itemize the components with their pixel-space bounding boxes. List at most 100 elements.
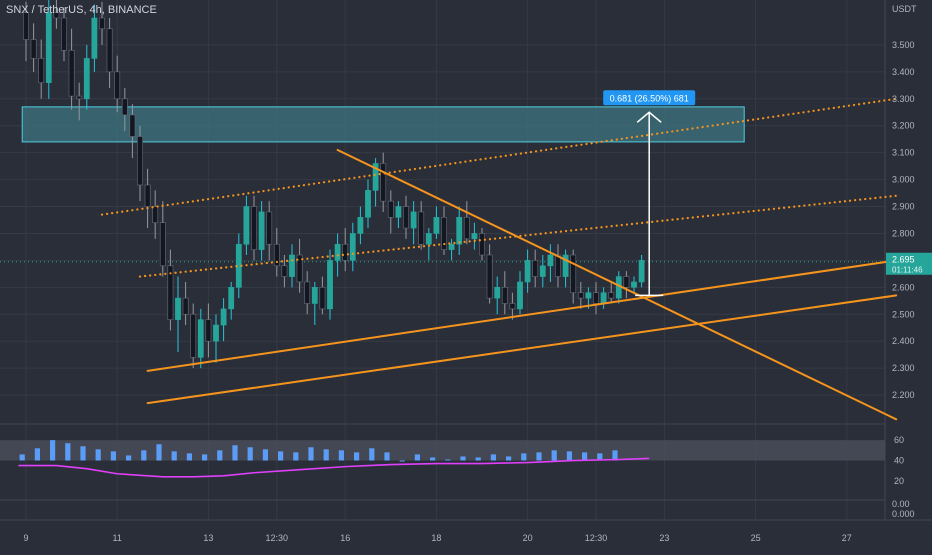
time-tick-label: 12:30 (266, 533, 289, 543)
candle-body (99, 17, 105, 30)
candle-body (159, 222, 166, 267)
candle-body (53, 12, 60, 19)
candle-body (494, 287, 501, 299)
candles (23, 0, 645, 369)
candle-body (463, 217, 470, 240)
target-zone[interactable] (21, 106, 745, 143)
rsi-hist-bar (430, 457, 436, 461)
candle-body (228, 287, 235, 310)
candle-body (562, 254, 569, 277)
candle-body (456, 217, 463, 245)
rsi-hist-bar (445, 459, 451, 461)
rsi-hist-bar (414, 454, 420, 461)
candle-body (524, 260, 531, 283)
candle-body (547, 254, 554, 267)
candle-body (517, 281, 523, 310)
candle-body (357, 217, 364, 234)
candle-body (205, 319, 212, 342)
candle-body (251, 206, 257, 250)
candle-body (570, 254, 577, 294)
time-tick-label: 13 (203, 533, 213, 543)
time-tick-label: 12:30 (585, 533, 608, 543)
rsi-hist-bar (308, 447, 314, 461)
candle-body (273, 243, 280, 267)
candle-body (403, 206, 409, 229)
measure-label: 0.681 (26.50%) 681 (610, 93, 689, 103)
candle-body (83, 58, 90, 100)
candle-body (555, 254, 561, 277)
measure-label-bg (603, 90, 696, 106)
candle-body (266, 211, 273, 245)
rsi-hist-bar (19, 454, 25, 461)
candle-body (106, 28, 113, 73)
price-tick-label: 3.000 (892, 175, 915, 185)
trend-line-channel-mid[interactable] (138, 194, 898, 278)
candle-body (114, 71, 121, 100)
price-tick-label: 2.900 (892, 202, 915, 212)
rsi-hist-bar (399, 460, 405, 462)
candle-body (319, 287, 326, 310)
rsi-hist-bar (95, 449, 101, 461)
grid (0, 0, 932, 521)
candle-body (608, 292, 615, 299)
target-zone-rect[interactable] (21, 106, 745, 143)
candle-body (76, 95, 83, 100)
candle-body (418, 211, 425, 245)
rsi-hist-bar (551, 450, 557, 461)
rsi-hist-bar (521, 453, 527, 461)
trend-line-support-upper[interactable] (146, 259, 898, 372)
rsi-hist-bar (110, 451, 116, 461)
rsi-hist-bar (506, 456, 512, 461)
rsi-hist-bar (597, 453, 603, 461)
rsi-hist-bar (126, 455, 132, 461)
hist-tick-label: 0.00 (892, 499, 910, 509)
candle-body (441, 217, 447, 250)
candle-body (213, 324, 219, 342)
symbol-title: SNX / TetherUS, 4h, BINANCE (6, 4, 157, 16)
candle-body (220, 308, 227, 326)
time-tick-label: 11 (113, 533, 122, 543)
trend-line-support-lower[interactable] (146, 294, 898, 405)
price-tick-label: 2.300 (892, 363, 915, 373)
candle-body (433, 217, 440, 234)
price-tick-label: 3.500 (892, 40, 915, 50)
price-axis[interactable]: 3.500 3.400 3.300 3.200 3.100 3.000 2.900 2.800… (886, 40, 932, 519)
rsi-hist-bar (338, 450, 344, 461)
candle-body (190, 313, 197, 358)
trend-lines[interactable] (100, 97, 898, 421)
rsi-hist-bar (475, 457, 481, 461)
candle-body (539, 265, 546, 277)
trend-line-triangle-resistance[interactable] (336, 148, 898, 421)
rsi-hist-bar (323, 449, 329, 461)
price-tick-label: 2.400 (892, 336, 915, 346)
price-tick-label: 3.200 (892, 121, 915, 131)
candle-body (327, 260, 333, 310)
candle-body (372, 163, 379, 191)
candle-body (577, 292, 584, 299)
rsi-hist-bar (156, 444, 162, 461)
price-tick-label: 2.800 (892, 228, 915, 238)
candle-body (258, 211, 265, 250)
candle-body (68, 50, 75, 97)
rsi-hist-bar (582, 452, 588, 461)
last-price-value: 2.695 (892, 255, 915, 265)
rsi-tick-label: 60 (894, 435, 904, 445)
time-axis[interactable]: 9 11 13 12:30 16 18 20 12:30 23 25 27 (23, 533, 851, 543)
time-tick-label: 16 (340, 533, 350, 543)
rsi-hist-bar (460, 456, 466, 461)
candle-body (197, 319, 204, 358)
candle-body (137, 136, 143, 186)
price-tick-label: 3.400 (892, 67, 915, 77)
rsi-hist-bar (34, 448, 40, 461)
candle-body (45, 12, 52, 83)
rsi-hist-bar (217, 450, 223, 461)
trend-line-channel-top[interactable] (100, 97, 898, 216)
rsi-hist-bar (50, 440, 56, 461)
candle-body (61, 17, 67, 51)
last-price-countdown: 01:11:46 (892, 266, 923, 275)
candle-body (631, 281, 637, 288)
rsi-hist-bar (369, 448, 375, 461)
measure-tool[interactable]: 0.681 (26.50%) 681 (603, 90, 696, 297)
